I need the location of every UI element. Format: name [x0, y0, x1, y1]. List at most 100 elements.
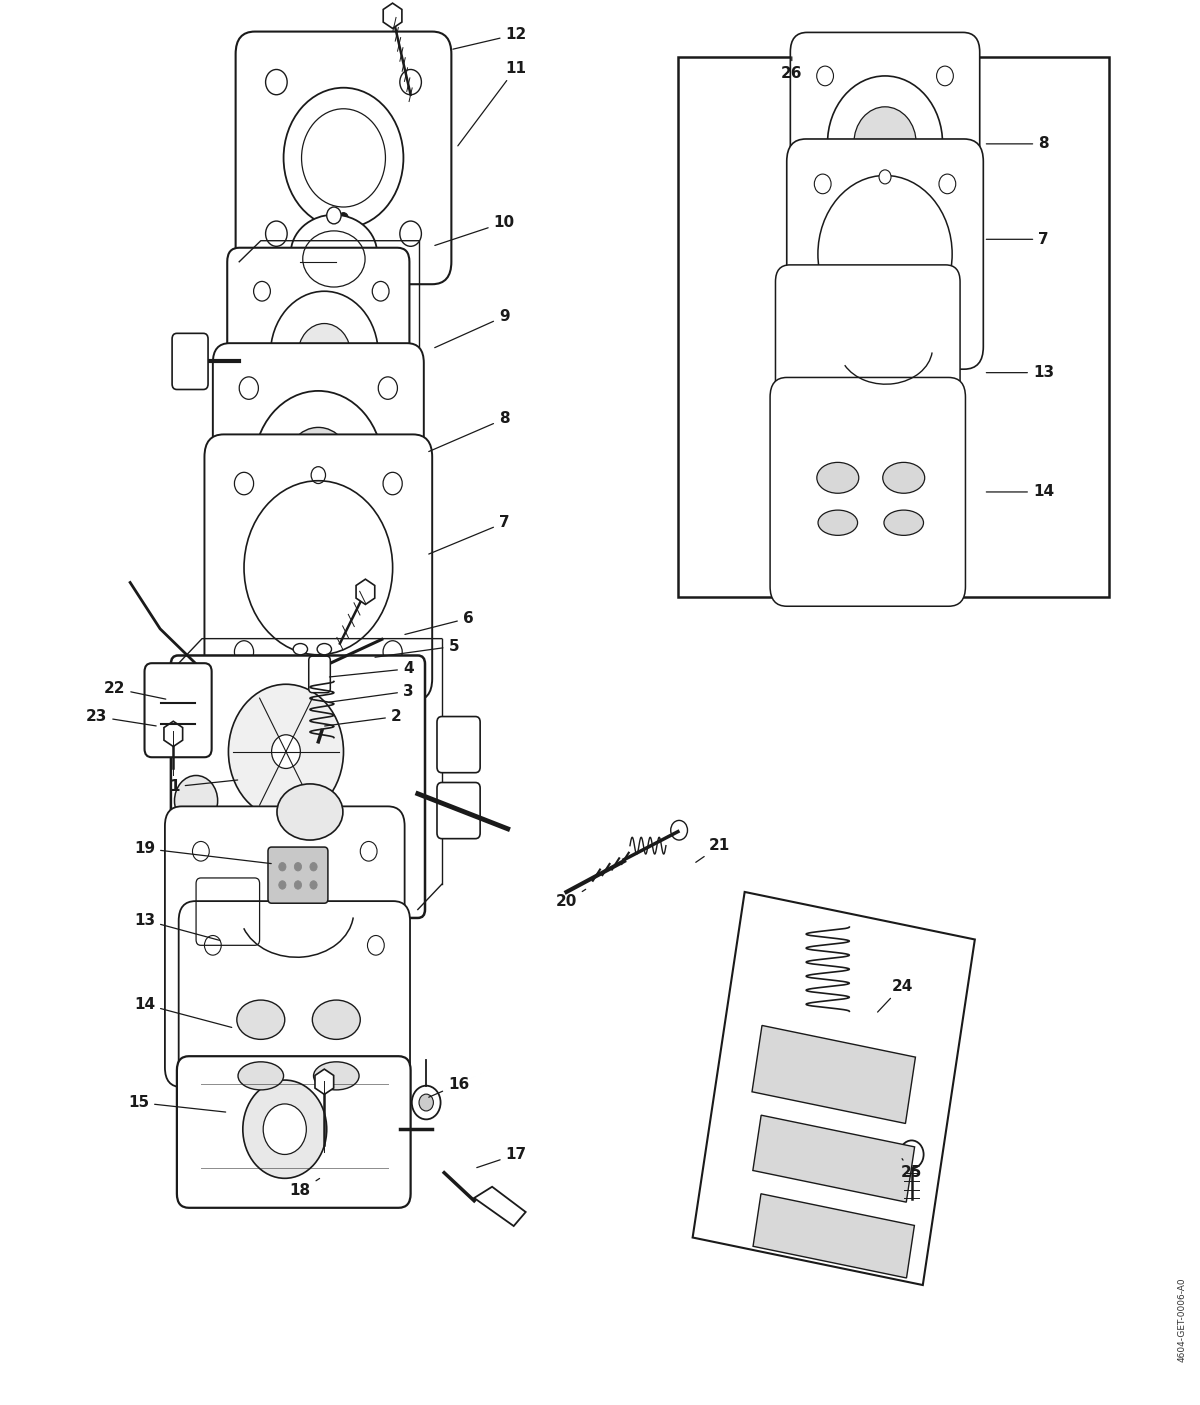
Text: 17: 17 — [476, 1146, 527, 1168]
Circle shape — [253, 391, 383, 542]
Polygon shape — [383, 3, 402, 28]
Text: 21: 21 — [696, 839, 731, 863]
Circle shape — [671, 821, 688, 840]
FancyBboxPatch shape — [268, 847, 328, 903]
Circle shape — [400, 221, 421, 246]
FancyBboxPatch shape — [164, 806, 404, 1087]
Circle shape — [294, 881, 301, 889]
Circle shape — [383, 641, 402, 663]
Text: 11: 11 — [458, 60, 527, 146]
Circle shape — [828, 76, 942, 211]
Circle shape — [228, 684, 343, 819]
Circle shape — [283, 87, 403, 228]
FancyBboxPatch shape — [787, 139, 983, 370]
FancyBboxPatch shape — [204, 434, 432, 701]
Text: 8: 8 — [986, 136, 1049, 152]
Circle shape — [854, 107, 916, 180]
FancyBboxPatch shape — [179, 901, 410, 1172]
FancyBboxPatch shape — [144, 663, 211, 757]
Text: 20: 20 — [556, 889, 586, 909]
Circle shape — [817, 66, 834, 86]
Ellipse shape — [312, 1000, 360, 1040]
Circle shape — [936, 201, 953, 221]
Ellipse shape — [313, 1062, 359, 1090]
Circle shape — [298, 323, 350, 385]
Text: 5: 5 — [376, 639, 460, 658]
Circle shape — [278, 881, 286, 889]
FancyBboxPatch shape — [791, 32, 979, 254]
Text: 4: 4 — [330, 662, 414, 677]
Bar — [678, 56, 1110, 597]
Text: 10: 10 — [434, 215, 515, 246]
Circle shape — [263, 1104, 306, 1155]
Circle shape — [378, 377, 397, 399]
Circle shape — [192, 842, 209, 861]
Text: 23: 23 — [86, 710, 156, 726]
Ellipse shape — [818, 510, 858, 535]
FancyBboxPatch shape — [437, 783, 480, 839]
Circle shape — [204, 936, 221, 955]
Text: 2: 2 — [325, 710, 402, 726]
Circle shape — [419, 1094, 433, 1111]
Circle shape — [310, 863, 317, 871]
Circle shape — [234, 472, 253, 495]
Ellipse shape — [884, 510, 924, 535]
Circle shape — [372, 407, 389, 427]
Text: 13: 13 — [134, 913, 220, 940]
Circle shape — [329, 660, 338, 672]
Circle shape — [367, 936, 384, 955]
FancyBboxPatch shape — [775, 266, 960, 481]
Circle shape — [938, 315, 955, 334]
Polygon shape — [474, 1187, 526, 1227]
FancyBboxPatch shape — [170, 656, 425, 917]
Circle shape — [378, 534, 397, 556]
Circle shape — [278, 863, 286, 871]
Circle shape — [284, 427, 352, 506]
Polygon shape — [314, 1069, 334, 1094]
Text: 14: 14 — [986, 485, 1054, 499]
Text: 3: 3 — [330, 684, 414, 702]
Polygon shape — [692, 892, 974, 1286]
Circle shape — [253, 407, 270, 427]
Circle shape — [239, 534, 258, 556]
Circle shape — [234, 641, 253, 663]
FancyBboxPatch shape — [437, 717, 480, 773]
Text: 7: 7 — [428, 516, 510, 554]
Circle shape — [360, 842, 377, 861]
Text: 4604-GET-0006-A0: 4604-GET-0006-A0 — [1178, 1277, 1187, 1363]
Ellipse shape — [293, 643, 307, 655]
Text: 16: 16 — [428, 1076, 469, 1097]
Circle shape — [265, 221, 287, 246]
Text: 26: 26 — [781, 56, 803, 81]
Circle shape — [239, 377, 258, 399]
Circle shape — [338, 212, 348, 223]
Circle shape — [292, 791, 328, 833]
Polygon shape — [164, 721, 182, 746]
Circle shape — [880, 170, 892, 184]
Text: 7: 7 — [986, 232, 1049, 247]
Circle shape — [817, 201, 834, 221]
Circle shape — [360, 1033, 377, 1052]
FancyBboxPatch shape — [212, 343, 424, 590]
Text: 1: 1 — [169, 780, 238, 794]
Polygon shape — [754, 1194, 914, 1279]
Circle shape — [204, 1118, 221, 1138]
FancyBboxPatch shape — [770, 378, 966, 606]
Text: 9: 9 — [434, 309, 510, 347]
Text: 18: 18 — [289, 1179, 319, 1198]
Ellipse shape — [236, 1000, 284, 1040]
Circle shape — [900, 1141, 924, 1169]
Circle shape — [271, 735, 300, 769]
Circle shape — [815, 315, 832, 334]
Circle shape — [412, 1086, 440, 1120]
Circle shape — [242, 1080, 326, 1179]
Text: 19: 19 — [134, 842, 271, 864]
Circle shape — [174, 776, 217, 826]
Ellipse shape — [290, 215, 377, 292]
Circle shape — [326, 207, 341, 223]
Text: 6: 6 — [404, 611, 474, 635]
Text: 25: 25 — [901, 1159, 923, 1180]
Ellipse shape — [883, 462, 925, 493]
Text: 15: 15 — [128, 1094, 226, 1111]
FancyBboxPatch shape — [227, 247, 409, 461]
